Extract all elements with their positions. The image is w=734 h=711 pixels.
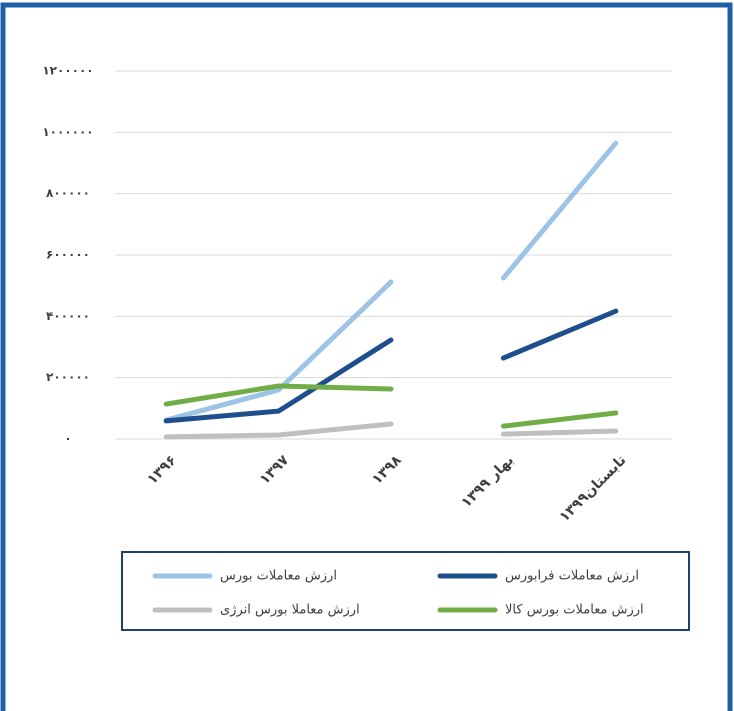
y-tick-label: ۰ [64, 432, 71, 446]
x-tick-label: ۱۳۹۷ [257, 452, 293, 488]
series-line [500, 410, 619, 429]
y-tick-label: ۲۰۰۰۰۰ [46, 370, 90, 384]
legend-label: ارزش معاملات بورس کالا [505, 603, 644, 618]
y-tick-label: ۶۰۰۰۰۰ [46, 248, 90, 262]
series-line [163, 279, 394, 423]
y-tick-label: ۸۰۰۰۰۰ [46, 186, 90, 200]
legend-label: ارزش معاملات بورس [220, 569, 337, 584]
series-line [500, 428, 619, 437]
legend-label: ارزش معاملات فرابورس [505, 569, 639, 584]
legend-label: ارزش معاملا بورس انرژی [220, 603, 360, 618]
y-tick-label: ۱۰۰۰۰۰۰ [42, 125, 93, 139]
series-line [163, 337, 394, 424]
y-tick-label: ۴۰۰۰۰۰ [46, 309, 90, 323]
y-tick-label: ۱۲۰۰۰۰۰ [42, 64, 93, 78]
x-tick-label: ۱۳۹۶ [144, 452, 179, 487]
series-line [500, 140, 619, 281]
legend-box [121, 551, 690, 631]
x-tick-label: تابستان۱۳۹۹ [557, 452, 630, 525]
x-tick-label: ۱۳۹۸ [369, 452, 405, 488]
series-line [163, 421, 394, 440]
series-line [163, 383, 394, 407]
series-line [500, 308, 619, 361]
x-tick-label: بهار ۱۳۹۹ [458, 452, 517, 511]
